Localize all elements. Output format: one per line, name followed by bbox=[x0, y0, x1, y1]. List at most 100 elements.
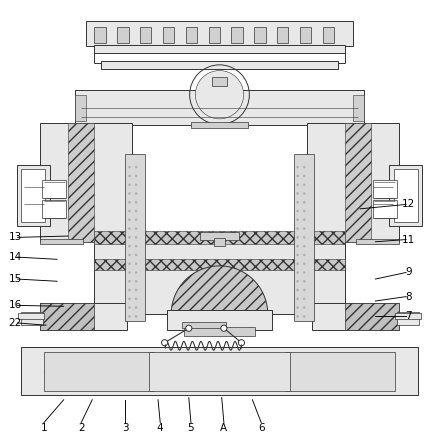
Circle shape bbox=[302, 192, 305, 195]
Text: 14: 14 bbox=[9, 252, 22, 262]
Bar bbox=[299, 27, 311, 44]
Circle shape bbox=[128, 245, 131, 247]
Bar bbox=[39, 123, 131, 242]
Circle shape bbox=[302, 227, 305, 230]
Bar bbox=[394, 313, 420, 320]
Bar bbox=[94, 45, 344, 54]
Circle shape bbox=[134, 201, 137, 203]
Bar bbox=[42, 200, 66, 218]
Bar bbox=[94, 27, 106, 44]
Circle shape bbox=[128, 210, 131, 212]
Circle shape bbox=[302, 183, 305, 186]
Bar bbox=[293, 154, 313, 321]
Circle shape bbox=[185, 325, 191, 331]
Text: 15: 15 bbox=[9, 274, 22, 284]
Circle shape bbox=[302, 218, 305, 221]
Circle shape bbox=[296, 280, 298, 282]
Circle shape bbox=[128, 192, 131, 195]
Circle shape bbox=[128, 262, 131, 265]
Text: 13: 13 bbox=[9, 232, 22, 242]
Circle shape bbox=[302, 174, 305, 177]
Circle shape bbox=[302, 289, 305, 291]
Bar bbox=[117, 27, 128, 44]
Circle shape bbox=[134, 262, 137, 265]
Circle shape bbox=[220, 325, 226, 331]
Circle shape bbox=[302, 297, 305, 300]
Circle shape bbox=[302, 201, 305, 203]
Circle shape bbox=[128, 227, 131, 230]
Circle shape bbox=[128, 289, 131, 291]
Bar bbox=[214, 238, 224, 246]
Bar bbox=[311, 303, 399, 329]
Text: 11: 11 bbox=[401, 234, 414, 245]
Bar bbox=[44, 352, 153, 391]
Circle shape bbox=[296, 183, 298, 186]
Circle shape bbox=[128, 201, 131, 203]
Bar bbox=[166, 310, 272, 329]
Bar bbox=[211, 77, 227, 86]
Bar bbox=[39, 239, 83, 244]
Circle shape bbox=[128, 218, 131, 221]
Circle shape bbox=[296, 174, 298, 177]
Bar bbox=[85, 21, 353, 47]
Bar bbox=[125, 154, 145, 321]
Bar bbox=[68, 123, 94, 242]
Polygon shape bbox=[39, 303, 94, 329]
Circle shape bbox=[296, 315, 298, 318]
Circle shape bbox=[195, 71, 243, 119]
Circle shape bbox=[128, 166, 131, 168]
Bar bbox=[393, 169, 417, 222]
Circle shape bbox=[296, 262, 298, 265]
Text: 16: 16 bbox=[9, 301, 22, 310]
Bar bbox=[149, 352, 289, 391]
Text: 6: 6 bbox=[257, 423, 264, 433]
Circle shape bbox=[296, 289, 298, 291]
Bar bbox=[344, 123, 370, 242]
Bar bbox=[322, 27, 333, 44]
Bar bbox=[21, 169, 45, 222]
Bar bbox=[140, 27, 151, 44]
Circle shape bbox=[134, 306, 137, 309]
Bar bbox=[18, 313, 44, 320]
Bar bbox=[185, 27, 197, 44]
Bar bbox=[285, 352, 394, 391]
Circle shape bbox=[302, 210, 305, 212]
Circle shape bbox=[128, 236, 131, 239]
Bar bbox=[17, 165, 49, 226]
Circle shape bbox=[134, 174, 137, 177]
Circle shape bbox=[296, 192, 298, 195]
Circle shape bbox=[302, 245, 305, 247]
Circle shape bbox=[128, 306, 131, 309]
Bar bbox=[94, 259, 344, 270]
Circle shape bbox=[134, 227, 137, 230]
Circle shape bbox=[296, 306, 298, 309]
Bar bbox=[254, 27, 265, 44]
Bar bbox=[74, 90, 364, 125]
Circle shape bbox=[296, 166, 298, 168]
Circle shape bbox=[302, 254, 305, 256]
Bar bbox=[21, 312, 43, 325]
Circle shape bbox=[134, 218, 137, 221]
Circle shape bbox=[134, 289, 137, 291]
Text: 12: 12 bbox=[401, 199, 414, 210]
Circle shape bbox=[238, 340, 244, 346]
Circle shape bbox=[302, 271, 305, 274]
Circle shape bbox=[128, 280, 131, 282]
Bar bbox=[182, 321, 226, 328]
Circle shape bbox=[161, 340, 167, 346]
Polygon shape bbox=[171, 266, 267, 314]
Circle shape bbox=[134, 245, 137, 247]
Bar bbox=[389, 165, 421, 226]
Text: 5: 5 bbox=[187, 423, 194, 433]
Circle shape bbox=[134, 254, 137, 256]
Circle shape bbox=[296, 201, 298, 203]
Circle shape bbox=[302, 306, 305, 309]
Circle shape bbox=[134, 210, 137, 212]
Text: 22: 22 bbox=[9, 318, 22, 328]
Bar bbox=[101, 61, 337, 69]
Circle shape bbox=[296, 254, 298, 256]
Circle shape bbox=[134, 166, 137, 168]
Circle shape bbox=[134, 315, 137, 318]
Bar bbox=[199, 232, 239, 240]
Circle shape bbox=[296, 227, 298, 230]
